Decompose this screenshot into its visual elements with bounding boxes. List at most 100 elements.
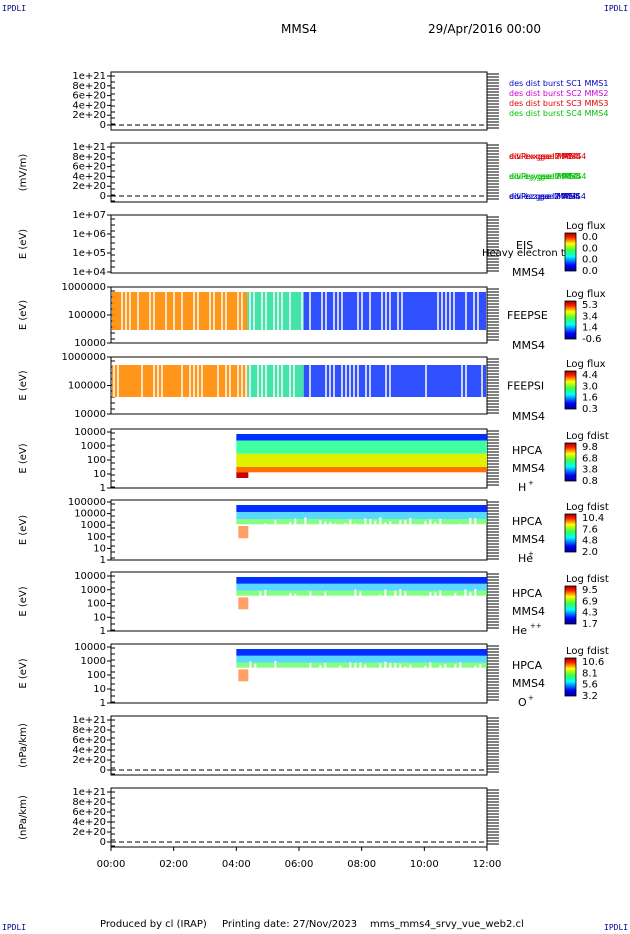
y-tick-label: 4e+20 [72,171,106,182]
y-tick-label: 8e+20 [72,81,106,92]
y-tick-label: 1 [100,626,106,637]
legend-entry: divPi x gse MMS4 [509,152,578,161]
y-tick-label: 10000 [74,642,106,653]
colorbar-tick-label: 0.0 [582,255,598,266]
y-axis-label: E (eV) [18,370,29,400]
charge-label: + [528,479,534,487]
colorbar-tick-label: 1.4 [582,323,598,334]
y-tick-label: 1e+21 [72,142,106,153]
y-tick-label: 10000 [74,338,106,349]
x-axis: 00:00 02:00 04:00 06:00 08:00 10:00 12:00 [97,847,501,870]
y-tick-label: 4e+20 [72,100,106,111]
instrument-label: HPCA [512,444,543,457]
species-label: He [518,552,533,565]
y-tick-label: 10 [93,612,106,623]
colorbar-title: Log fdist [566,502,609,513]
colorbar-tick-label: 0.8 [582,476,598,487]
panel-feepse: 10000 100000 1000000 E (eV) FEEPSE MMS4 Log fl… [18,282,606,352]
spacecraft-label: MMS4 [512,605,545,618]
y-tick-label: 100000 [68,497,106,508]
instrument-label: FEEPSE [507,309,548,322]
header-spacecraft: MMS4 [281,22,317,36]
y-tick-label: 100 [87,599,106,610]
heat-block [236,590,487,596]
y-axis-label: E (eV) [18,515,29,545]
panel-frame [110,214,488,274]
panel-frame [110,71,488,131]
colorbar-tick-label: 5.6 [582,680,598,691]
y-tick-label: 2e+20 [72,110,106,121]
spacecraft-label: MMS4 [512,266,545,279]
y-tick-label: 100 [87,670,106,681]
panel-frame [110,142,488,203]
footer-printing-date: Printing date: 27/Nov/2023 [222,919,358,930]
legend-entry: edi ey gse l2 MMS4 [509,172,587,181]
y-tick-label: 1e+21 [72,787,106,798]
footer-script-name: mms_mms4_srvy_vue_web2.cl [370,919,524,930]
panel-hpca_h: 1 10 100 1000 10000 E (eV) HPCA MMS4 H + Log fdist… [18,427,609,494]
heat-block [238,669,249,682]
legend-entry: divPe z gse MMS4 [509,192,580,201]
instrument-label: FEEPSI [507,380,544,393]
y-tick-label: 4e+20 [72,817,106,828]
x-tick-label: 06:00 [285,859,314,870]
colorbar-tick-label: 6.9 [582,596,598,607]
colorbar [564,232,577,272]
y-tick-label: 10 [93,469,106,480]
y-tick-label: 10000 [74,571,106,582]
legend-entry: edi ez gse l2 MMS4 [509,192,586,201]
spacecraft-label: MMS4 [512,462,545,475]
colorbar [564,657,577,697]
y-tick-label: 10 [93,543,106,554]
panel-frame [110,787,488,848]
y-tick-label: 1000 [81,441,106,452]
y-tick-label: 1e+06 [72,229,106,240]
y-tick-label: 1000000 [61,282,106,293]
y-tick-label: 0 [100,765,106,776]
heat-block [238,597,249,610]
y-tick-label: 100 [87,455,106,466]
y-tick-label: 6e+20 [72,735,106,746]
y-tick-label: 1000 [81,585,106,596]
legend-entry: divPe y gse MMS4 [509,172,581,181]
colorbar-title: Log flux [566,359,606,370]
legend-entry: des dist burst SC3 MMS3 [509,99,608,108]
instrument-label: HPCA [512,659,543,672]
species-label: H [518,481,526,494]
legend-entry: edi ex gse l2 MMS4 [509,152,586,161]
y-axis-label: E (eV) [18,586,29,616]
legend-entry: divPi y gse MMS4 [509,172,578,181]
spacecraft-label: MMS4 [512,410,545,423]
charge-label: ++ [530,622,542,630]
colorbar-title: Log fdist [566,431,609,442]
y-axis-label: (mV/m) [18,154,29,192]
spacecraft-label: MMS4 [512,677,545,690]
colorbar-tick-label: 4.3 [582,608,598,619]
heat-block [112,365,248,397]
legend-entry: divPi z gse MMS4 [509,192,578,201]
heat-block [236,472,249,478]
y-tick-label: 6e+20 [72,91,106,102]
y-tick-label: 2e+20 [72,827,106,838]
heat-block [236,440,487,454]
colorbar-tick-label: 3.8 [582,465,598,476]
colorbar-tick-label: 6.8 [582,453,598,464]
y-tick-label: 10000 [74,427,106,438]
y-tick-label: 1000 [81,656,106,667]
y-axis-label: E (eV) [18,658,29,688]
panel-hpca_o: 1 10 100 1000 10000 E (eV) HPCA MMS4 O + Log fdist… [18,642,609,709]
y-tick-label: 8e+20 [72,797,106,808]
heat-block [236,662,487,668]
header-date: 29/Apr/2016 00:00 [428,22,542,36]
y-tick-label: 1e+04 [72,267,106,278]
colorbar-tick-label: 0.0 [582,266,598,277]
colorbar-tick-label: 3.4 [582,311,598,322]
y-tick-label: 10 [93,684,106,695]
colorbar-tick-label: 4.4 [582,370,598,381]
y-tick-label: 100000 [68,310,106,321]
colorbar-tick-label: 3.2 [582,691,598,702]
y-tick-label: 0 [100,837,106,848]
spacecraft-label: MMS4 [512,533,545,546]
charge-label: + [528,694,534,702]
